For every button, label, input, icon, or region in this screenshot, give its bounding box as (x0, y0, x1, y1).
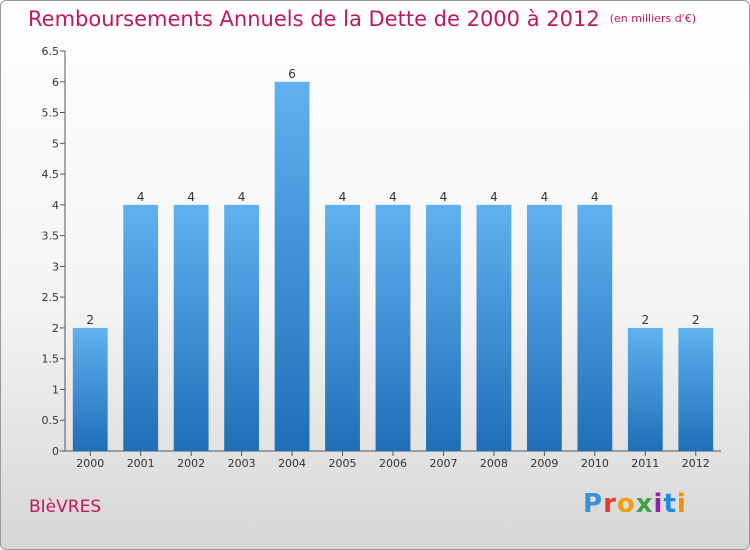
x-tick-label-2009: 2009 (530, 457, 558, 470)
bar-value-label-2012: 2 (692, 313, 700, 327)
x-tick-label-2007: 2007 (429, 457, 457, 470)
y-tick-label-11: 5.5 (42, 107, 60, 120)
bar-value-label-2003: 4 (238, 190, 246, 204)
y-tick-label-10: 5 (52, 137, 59, 150)
logo-letter: r (603, 489, 617, 519)
chart-unit: (en milliers d'€) (609, 12, 696, 25)
chart-title: Remboursements Annuels de la Dette de 20… (28, 7, 696, 31)
bar-2010 (577, 204, 613, 451)
y-tick-label-7: 3.5 (42, 230, 60, 243)
bar-value-label-2005: 4 (339, 190, 347, 204)
bar-value-label-2011: 2 (641, 313, 649, 327)
x-tick-label-2008: 2008 (480, 457, 508, 470)
y-tick-label-4: 2 (52, 322, 59, 335)
y-tick-label-1: 0.5 (42, 414, 60, 427)
y-tick-label-3: 1.5 (42, 353, 60, 366)
x-tick-label-2006: 2006 (379, 457, 407, 470)
logo-letter: o (616, 489, 636, 519)
bar-2008 (476, 204, 512, 451)
bar-2004 (274, 81, 310, 452)
x-tick-label-2010: 2010 (581, 457, 609, 470)
bar-value-label-2009: 4 (541, 190, 549, 204)
bar-2007 (426, 204, 461, 451)
y-tick-label-5: 2.5 (42, 291, 60, 304)
commune-name: BIèVRES (29, 497, 102, 517)
logo-letter: i (653, 489, 664, 519)
y-tick-label-8: 4 (52, 199, 59, 212)
x-tick-label-2004: 2004 (278, 457, 306, 470)
proxiti-logo[interactable]: Proxiti (583, 489, 687, 519)
logo-letter: t (663, 489, 677, 519)
x-tick-label-2002: 2002 (177, 457, 205, 470)
y-tick-label-2: 1 (52, 383, 59, 396)
y-tick-label-6: 3 (52, 260, 59, 273)
x-tick-label-2005: 2005 (329, 457, 357, 470)
bar-2005 (325, 204, 360, 451)
x-tick-label-2000: 2000 (76, 457, 104, 470)
x-tick-label-2003: 2003 (228, 457, 256, 470)
bar-value-label-2001: 4 (137, 190, 145, 204)
y-tick-label-0: 0 (52, 445, 59, 458)
x-tick-label-2011: 2011 (631, 457, 659, 470)
bar-2012 (678, 327, 714, 451)
logo-letter: x (635, 489, 654, 519)
bar-value-label-2000: 2 (86, 313, 94, 327)
bar-value-label-2002: 4 (187, 190, 195, 204)
y-tick-label-9: 4.5 (42, 168, 60, 181)
x-tick-label-2012: 2012 (682, 457, 710, 470)
bar-2009 (526, 204, 562, 451)
y-tick-label-13: 6.5 (42, 45, 60, 58)
bar-value-label-2006: 4 (389, 190, 397, 204)
y-tick-label-12: 6 (52, 76, 59, 89)
logo-letter: P (583, 489, 604, 519)
bar-value-label-2008: 4 (490, 190, 498, 204)
bar-2003 (224, 204, 260, 451)
logo-letter: i (676, 489, 687, 519)
bar-2000 (72, 327, 108, 451)
bar-2006 (375, 204, 411, 451)
bar-value-label-2007: 4 (440, 190, 448, 204)
bar-2002 (173, 204, 209, 451)
bar-2011 (627, 327, 663, 451)
bar-2001 (123, 204, 159, 451)
bar-value-label-2010: 4 (591, 190, 599, 204)
bar-value-label-2004: 6 (288, 67, 296, 81)
x-tick-label-2001: 2001 (127, 457, 155, 470)
